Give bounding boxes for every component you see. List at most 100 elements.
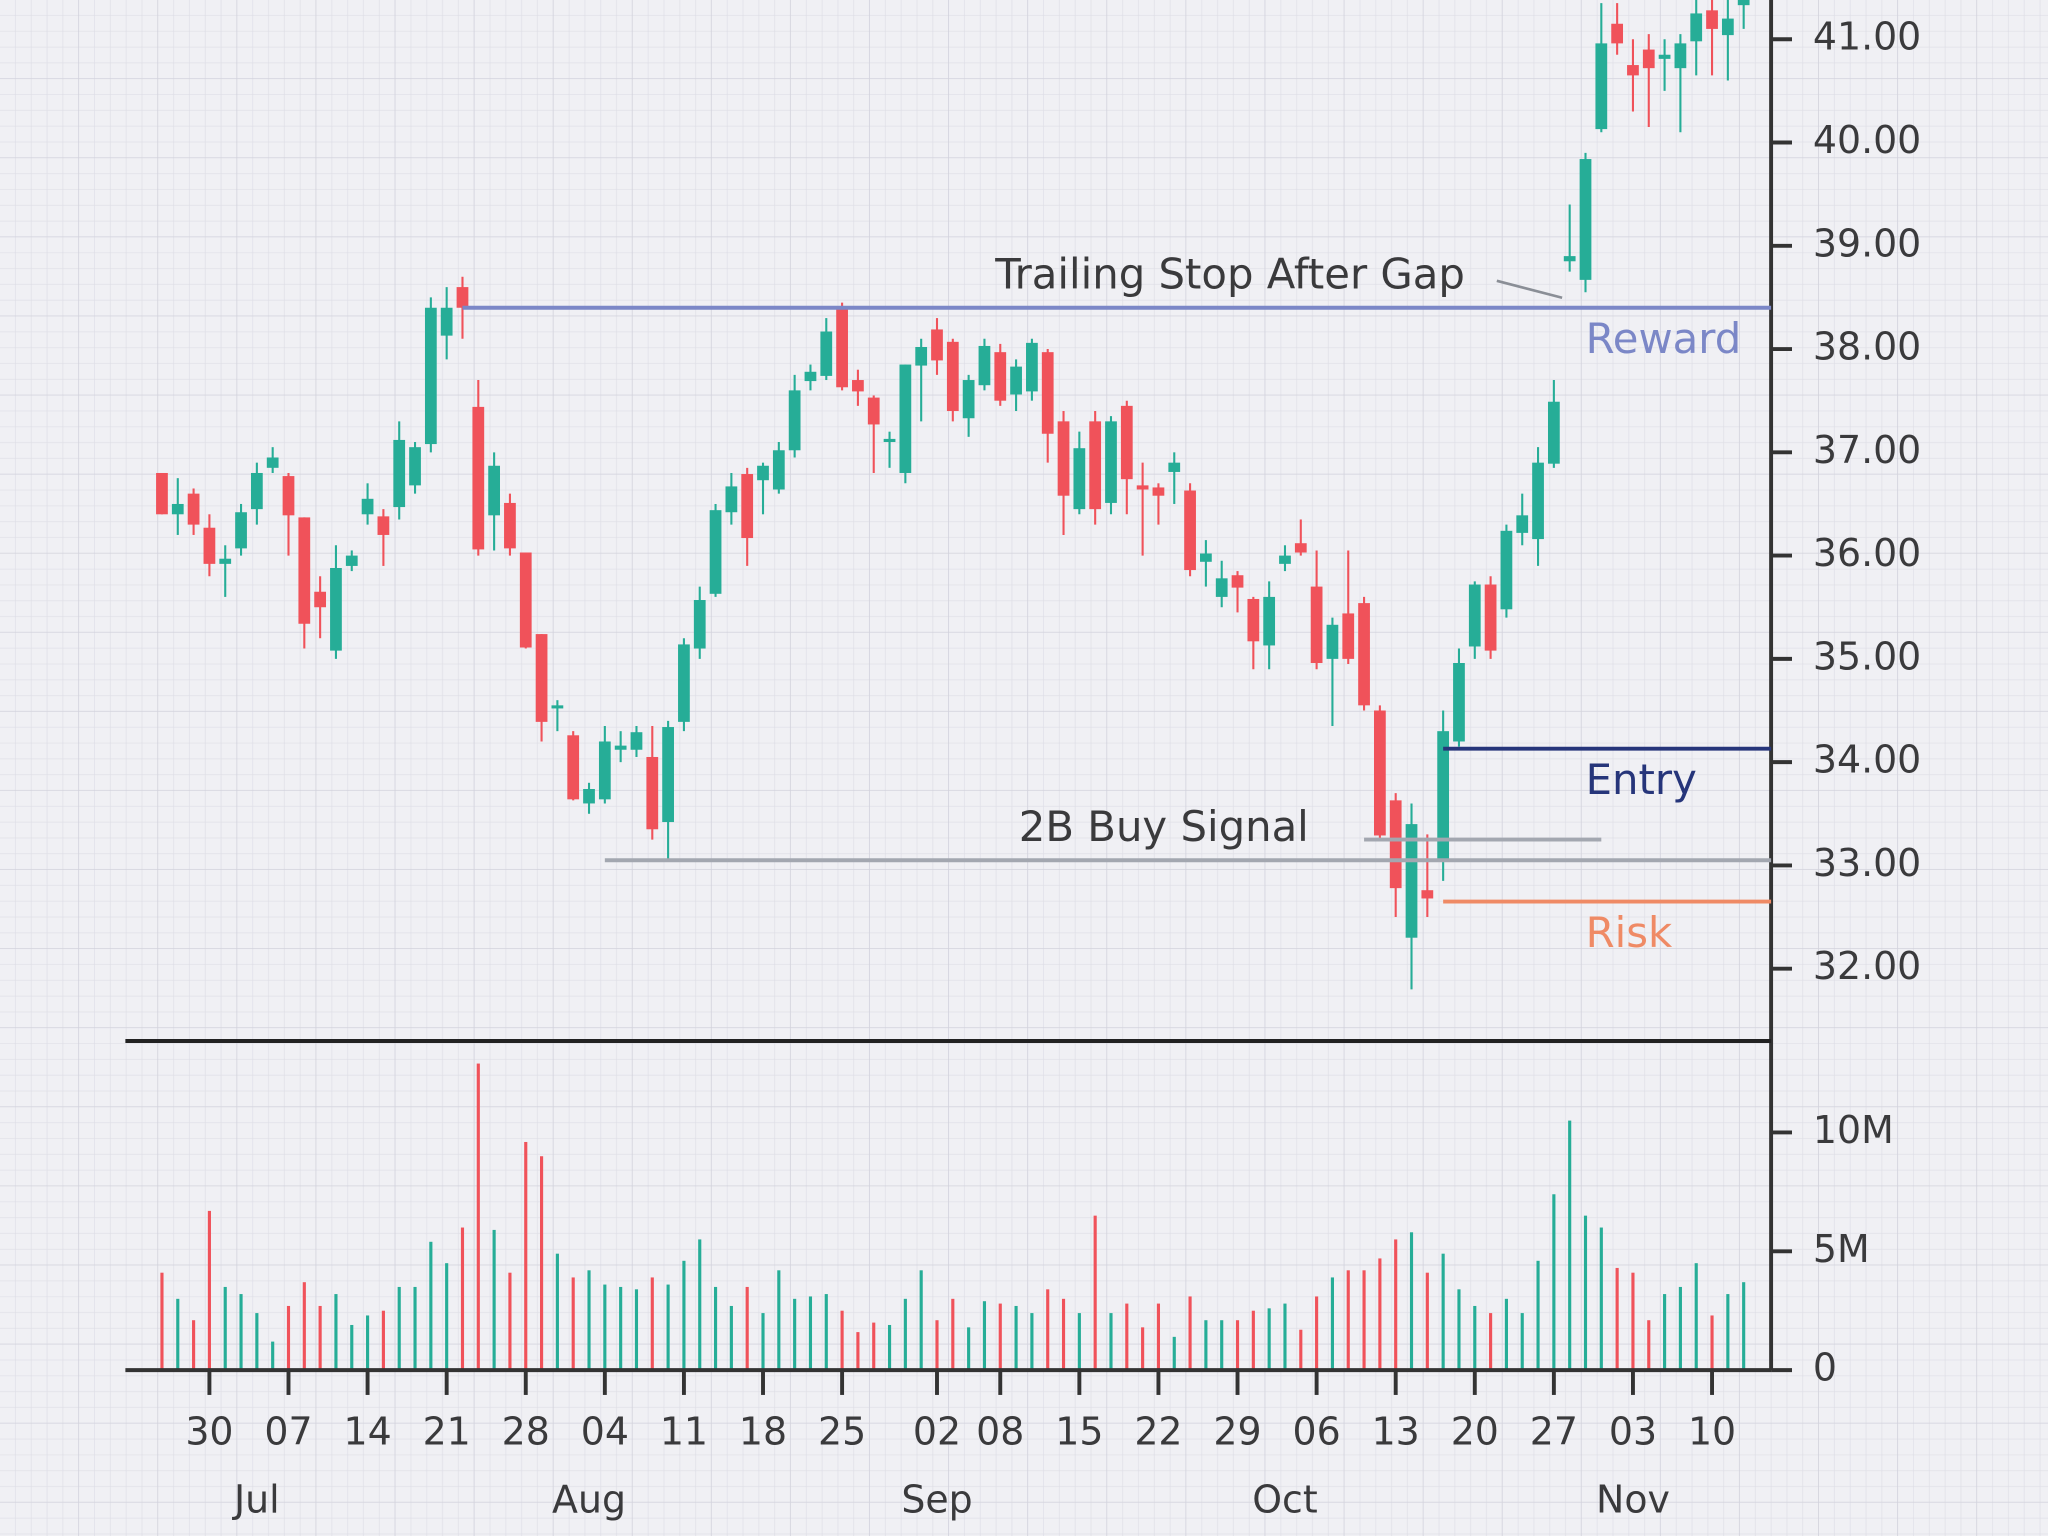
volume-bar <box>967 1327 971 1371</box>
volume-bar <box>1204 1320 1208 1371</box>
candle-body <box>725 486 738 513</box>
candle-body <box>630 732 643 750</box>
candle-body <box>1674 43 1687 69</box>
volume-bar <box>1552 1194 1556 1371</box>
volume-bar <box>1726 1294 1730 1371</box>
candle-body <box>1231 575 1244 588</box>
volume-bar <box>713 1286 718 1371</box>
volume-bar <box>1093 1215 1097 1371</box>
candle-body <box>330 567 342 651</box>
candle-body <box>1721 18 1734 36</box>
volume-bar <box>350 1324 354 1371</box>
x-tick-label: 22 <box>1134 1410 1182 1454</box>
x-tick-label: 10 <box>1688 1410 1736 1454</box>
candle-body <box>1010 366 1022 395</box>
candle-body <box>456 287 469 308</box>
volume-panel <box>160 1063 1746 1371</box>
volume-bar <box>524 1141 528 1371</box>
candle-body <box>646 756 659 830</box>
candle-body <box>1405 824 1418 938</box>
volume-bar <box>951 1298 955 1371</box>
volume-bar <box>666 1284 670 1371</box>
candle-body <box>598 741 611 800</box>
volume-bar <box>286 1305 291 1371</box>
volume-bar <box>1694 1263 1698 1371</box>
candle-body <box>345 555 358 566</box>
candle-body <box>551 705 564 709</box>
volume-bar <box>761 1313 765 1371</box>
volume-bar <box>1710 1315 1714 1371</box>
candle-body <box>1484 584 1497 651</box>
volume-bar <box>571 1277 575 1371</box>
y-tick-label: 40.00 <box>1813 118 1921 162</box>
candle-body <box>1326 624 1339 659</box>
volume-bar <box>555 1253 559 1371</box>
candle-body <box>1690 13 1703 42</box>
candle-body <box>1579 159 1592 280</box>
volume-bar <box>1425 1272 1429 1371</box>
volume-bar <box>207 1210 211 1371</box>
volume-bar <box>492 1229 496 1371</box>
axes: 32.00 33.00 34.00 35.00 36.00 37.00 38.00 39.00… <box>125 0 1921 1522</box>
volume-bar <box>1061 1298 1066 1371</box>
candle-body <box>931 329 943 361</box>
volume-bar <box>1599 1227 1603 1371</box>
annotation: 2B Buy Signal <box>1019 802 1309 851</box>
y2-tick-label: 0 <box>1813 1346 1837 1390</box>
volume-bar <box>919 1270 923 1371</box>
y-tick-label: 39.00 <box>1813 221 1921 265</box>
month-label: Aug <box>552 1478 626 1522</box>
y-tick-label: 41.00 <box>1813 15 1921 59</box>
candle-body <box>867 397 880 425</box>
month-label: Sep <box>901 1478 972 1522</box>
candle-body <box>1152 487 1165 496</box>
x-tick-label: 08 <box>976 1410 1024 1454</box>
candle-body <box>1468 584 1481 647</box>
candle-body <box>1563 256 1576 262</box>
volume-bar <box>1457 1289 1461 1371</box>
volume-bar <box>856 1332 860 1371</box>
y2-tick-label: 5M <box>1813 1227 1870 1271</box>
candle-body <box>472 406 485 550</box>
volume-bar <box>1315 1296 1319 1371</box>
volume-bar <box>840 1310 844 1371</box>
candle-body <box>1358 603 1370 706</box>
volume-bar <box>445 1263 449 1371</box>
candle-body <box>282 476 295 516</box>
volume-bar <box>1473 1305 1477 1371</box>
month-label: Jul <box>232 1478 280 1522</box>
candle-body <box>741 474 754 539</box>
y-tick-label: 38.00 <box>1813 325 1921 369</box>
volume-bar <box>998 1303 1002 1371</box>
volume-bar <box>1631 1272 1635 1371</box>
volume-bar <box>729 1305 733 1371</box>
y-tick-label: 35.00 <box>1813 634 1921 678</box>
volume-bar <box>1046 1289 1050 1371</box>
volume-bar <box>793 1298 797 1371</box>
candle-body <box>1168 462 1181 472</box>
volume-bar <box>872 1322 876 1371</box>
volume-bar <box>413 1286 417 1371</box>
candle-body <box>1294 543 1307 553</box>
annotation: Trailing Stop After Gap <box>994 249 1465 298</box>
volume-bar <box>982 1301 987 1371</box>
candle-body <box>250 472 263 510</box>
x-tick-label: 11 <box>660 1410 708 1454</box>
x-tick-label: 21 <box>423 1410 471 1454</box>
volume-bar <box>176 1298 180 1371</box>
x-tick-label: 14 <box>343 1410 391 1454</box>
candle-body <box>1200 553 1212 562</box>
candle-body <box>1500 530 1513 610</box>
candle-body <box>1247 598 1260 642</box>
volume-bar <box>192 1320 196 1371</box>
candle-body <box>962 380 975 419</box>
candle-body <box>915 346 928 366</box>
candle-body <box>1073 448 1086 510</box>
level-label: Entry <box>1586 755 1697 804</box>
candle-body <box>1263 596 1276 646</box>
volume-bar <box>460 1227 465 1371</box>
candle-body <box>1658 54 1671 59</box>
level-label: Risk <box>1586 908 1673 957</box>
volume-bar <box>1030 1313 1034 1371</box>
